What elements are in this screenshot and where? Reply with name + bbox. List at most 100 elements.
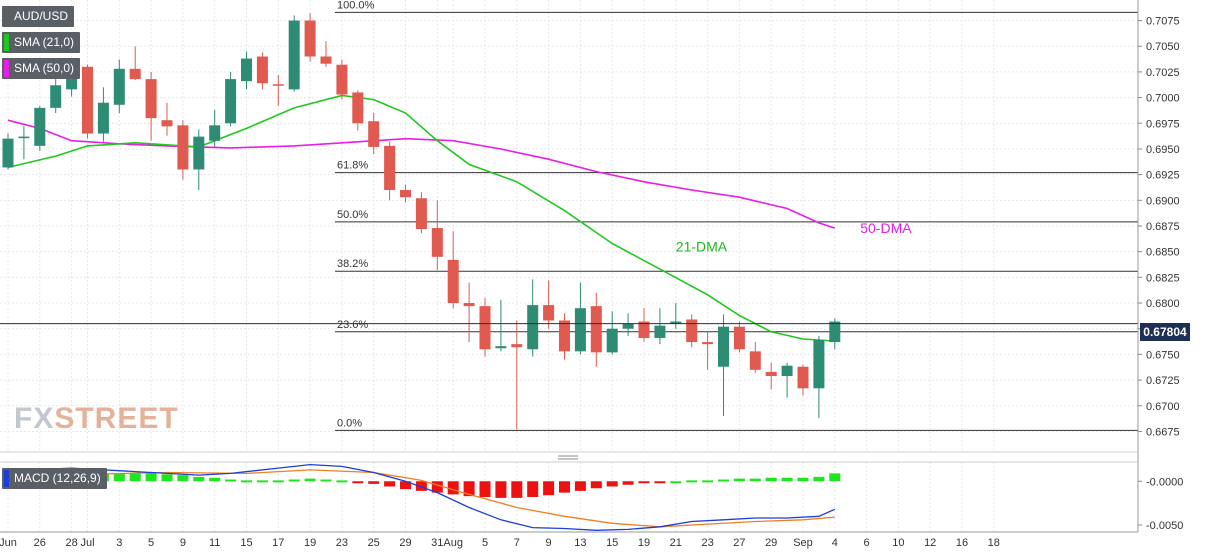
y-tick-label: 0.6925 <box>1146 170 1180 182</box>
candle-body <box>574 308 586 352</box>
y-tick-label: 0.6975 <box>1146 118 1180 130</box>
candle-body <box>733 326 745 350</box>
x-tick-label: 10 <box>892 537 904 549</box>
macd-hist-bar <box>559 481 570 493</box>
candle-body <box>686 319 698 343</box>
candle <box>50 79 62 113</box>
x-tick-label: 29 <box>399 537 411 549</box>
x-tick-label: 31 <box>431 537 443 549</box>
candle-body <box>320 56 332 64</box>
pane-divider[interactable] <box>558 455 578 460</box>
fib-level-label: 23.6% <box>337 319 368 331</box>
x-tick-label: 11 <box>209 537 220 549</box>
candle-body <box>66 74 78 90</box>
candle <box>177 120 189 180</box>
x-tick-label: 15 <box>240 537 252 549</box>
candle <box>145 71 157 141</box>
candle <box>368 113 380 155</box>
sma50-label: SMA (50,0) <box>14 61 75 75</box>
candle <box>622 313 634 336</box>
y-tick-label: 0.6800 <box>1146 298 1180 310</box>
macd-hist-bar <box>813 476 825 482</box>
macd-hist-bar <box>193 476 205 482</box>
candle-body <box>352 92 364 124</box>
candle-body <box>177 125 189 170</box>
sma21-legend[interactable]: SMA (21,0) <box>2 32 81 53</box>
candle-body <box>129 68 141 80</box>
macd-hist-bar <box>384 481 396 487</box>
macd-legend[interactable]: MACD (12,26,9) <box>2 468 107 489</box>
macd-hist-bar <box>590 481 602 489</box>
macd-hist-bar <box>511 481 523 498</box>
candle <box>256 52 268 90</box>
macd-hist-bar <box>749 478 761 482</box>
macd-hist-bar <box>304 478 316 482</box>
x-tick-label: 15 <box>606 537 618 549</box>
current-price-badge: 0.67804 <box>1140 323 1190 341</box>
candle-body <box>145 79 157 119</box>
candle <box>733 321 745 353</box>
candle-body <box>670 321 682 324</box>
macd-hist-bar <box>225 479 237 482</box>
macd-signal-line <box>7 469 835 528</box>
x-tick-label: 4 <box>832 537 838 549</box>
fib-level-label: 50.0% <box>337 209 368 221</box>
candle <box>225 71 237 127</box>
y-tick-label: 0.6900 <box>1146 195 1180 207</box>
macd-hist-bar <box>781 477 793 482</box>
candle <box>718 314 729 417</box>
sma21-path <box>7 94 835 342</box>
candle <box>702 331 714 370</box>
macd-swatch <box>4 470 9 487</box>
candle <box>559 313 570 360</box>
candle <box>654 308 666 345</box>
x-tick-label: 25 <box>368 537 380 549</box>
macd-hist-bar <box>320 479 332 482</box>
macd-hist-bar <box>686 480 698 483</box>
symbol-legend[interactable]: AUD/USD <box>2 6 75 27</box>
y-tick-label: 0.7075 <box>1146 16 1180 28</box>
fib-level-label: 61.8% <box>337 160 368 172</box>
watermark-fx: FX <box>14 402 55 435</box>
macd-hist-bar <box>336 480 348 483</box>
macd-hist-bar <box>288 479 300 482</box>
sma21-label: SMA (21,0) <box>14 35 75 49</box>
macd-hist-bar <box>654 481 666 484</box>
candle <box>543 280 555 329</box>
macd-hist-bar <box>447 481 459 495</box>
annotations: 21-DMA 50-DMA <box>676 220 912 254</box>
macd-hist-bar <box>718 479 729 482</box>
watermark-street: STREET <box>54 402 179 435</box>
candle <box>129 46 141 81</box>
macd-main-line <box>7 463 836 531</box>
candle-body <box>161 120 173 127</box>
annotation-label: 50-DMA <box>860 220 912 236</box>
x-tick-label: 29 <box>765 537 777 549</box>
x-tick-label: 12 <box>924 537 936 549</box>
candle <box>415 192 427 234</box>
candle-body <box>50 85 62 108</box>
x-tick-label: 17 <box>272 537 284 549</box>
candle <box>304 13 316 62</box>
candle-body <box>225 79 237 124</box>
candle <box>527 279 539 357</box>
macd-hist-bar <box>638 481 650 484</box>
macd-hist-bar <box>272 480 284 483</box>
candle-body <box>590 306 602 353</box>
candle-body <box>97 102 109 134</box>
macd-hist-bar <box>622 481 634 485</box>
x-tick-label: 26 <box>34 537 46 549</box>
sma50-legend[interactable]: SMA (50,0) <box>2 58 81 79</box>
candle-body <box>368 121 380 147</box>
macd-hist-bar <box>702 480 714 483</box>
x-tick-label: Jul <box>80 537 94 549</box>
macd-pane-bg <box>0 462 1138 532</box>
macd-hist-bar <box>129 472 141 482</box>
candle <box>797 364 809 396</box>
candle-body <box>336 64 348 95</box>
candle-body <box>272 84 284 86</box>
candle <box>34 105 46 152</box>
macd-hist-bar <box>113 473 125 482</box>
candle <box>241 51 252 90</box>
candle-body <box>256 56 268 84</box>
